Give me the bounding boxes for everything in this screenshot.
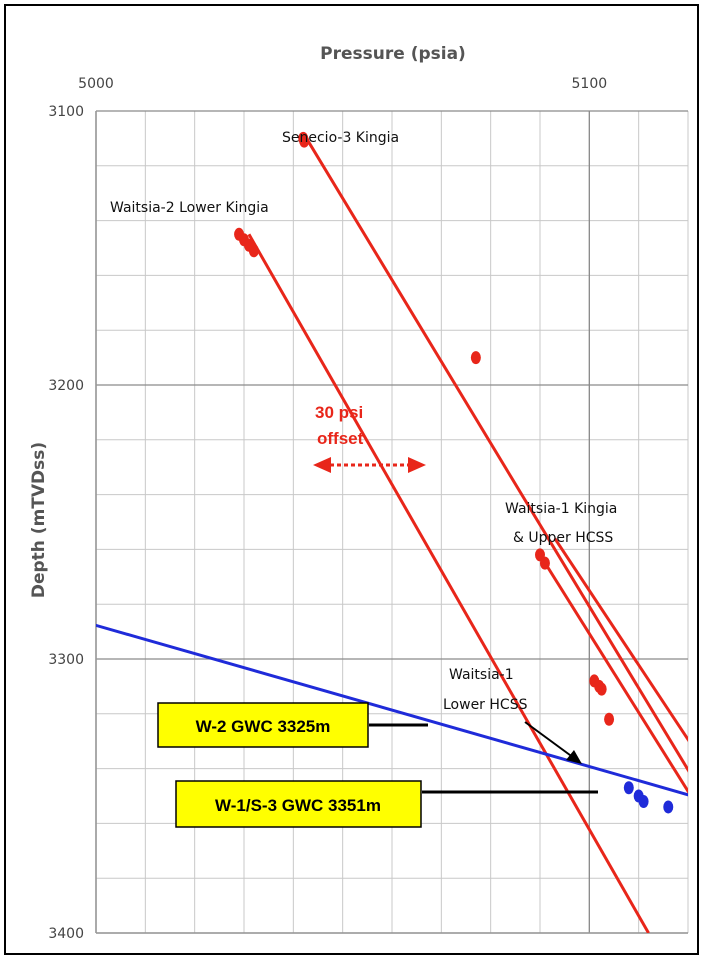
- y-tick-label: 3200: [48, 378, 84, 394]
- trend-line: [538, 554, 688, 795]
- label-waitsia-1-lower-line2: Lower HCSS: [443, 697, 528, 713]
- w1s3-gwc-label: W-1/S-3 GWC 3351m: [215, 796, 381, 815]
- data-point: [638, 794, 649, 808]
- trend-line: [247, 233, 650, 933]
- trend-line: [96, 623, 688, 797]
- data-point: [623, 781, 634, 795]
- label-waitsia-1-kingia-line2: & Upper HCSS: [513, 530, 613, 546]
- offset-arrow-left-head: [313, 457, 331, 473]
- x-axis-title: Pressure (psia): [320, 44, 466, 64]
- data-point: [596, 682, 607, 696]
- w2-gwc-label: W-2 GWC 3325m: [196, 717, 331, 736]
- label-waitsia-1-lower-line1: Waitsia-1: [449, 667, 514, 683]
- label-waitsia-1-kingia-line1: Waitsia-1 Kingia: [505, 501, 617, 517]
- y-tick-label: 3300: [48, 652, 84, 668]
- callout-arrow-head: [566, 750, 582, 764]
- data-point: [539, 556, 550, 570]
- data-point: [299, 134, 310, 148]
- label-senecio-3-kingia: Senecio-3 Kingia: [282, 130, 399, 146]
- data-points: [234, 131, 674, 814]
- y-tick-label: 3100: [48, 104, 84, 120]
- trend-line: [301, 132, 688, 773]
- y-tick-label: 3400: [48, 926, 84, 942]
- axes: [95, 111, 688, 934]
- data-point: [663, 800, 674, 814]
- offset-arrow-right-head: [408, 457, 426, 473]
- x-tick-label: 5100: [572, 76, 608, 92]
- w2-gwc-box: [157, 702, 369, 748]
- data-point: [470, 351, 481, 365]
- y-axis-title: Depth (mTVDss): [29, 442, 49, 598]
- label-waitsia-2-lower-kingia: Waitsia-2 Lower Kingia: [110, 200, 269, 216]
- callout-arrow-line: [524, 721, 575, 759]
- data-point: [604, 712, 615, 726]
- data-point: [248, 244, 259, 258]
- w1s3-gwc-box: [175, 780, 422, 828]
- trend-lines: [96, 132, 688, 933]
- offset-label-line2: offset: [317, 429, 364, 448]
- offset-label-line1: 30 psi: [315, 403, 363, 422]
- x-tick-label: 5000: [78, 76, 114, 92]
- tick-labels: 5000 5100 3100 3200 3300 3400: [48, 76, 607, 942]
- trend-line: [553, 537, 688, 743]
